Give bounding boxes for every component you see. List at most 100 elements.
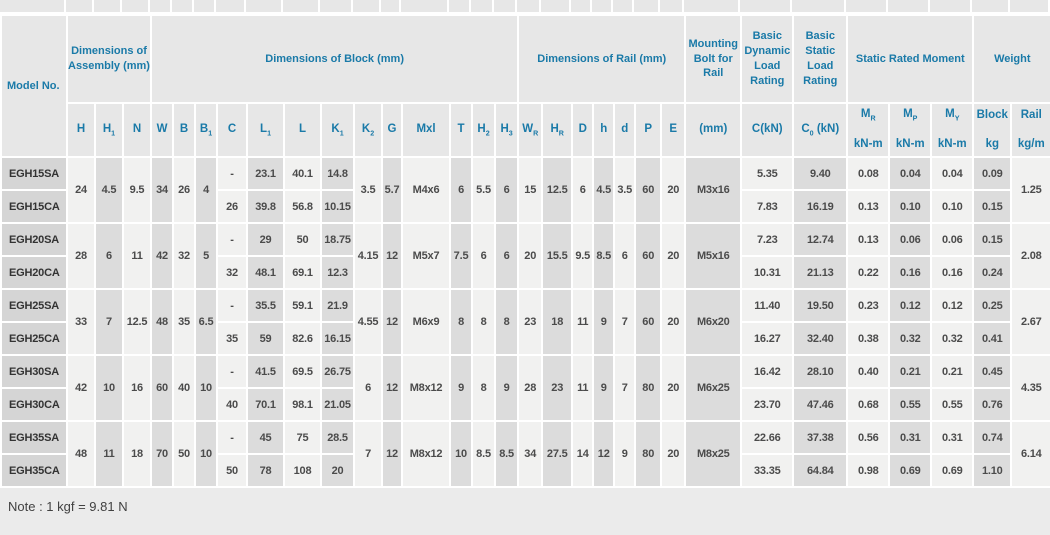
header-col-H3: H3 [494, 102, 520, 158]
cell-EGH25-T: 8 [449, 288, 474, 356]
cell-EGH20SA-MP: 0.06 [888, 222, 933, 257]
cell-EGH25CA-L1: 59 [246, 321, 286, 356]
cell-EGH20-K2: 4.15 [353, 222, 384, 290]
cell-EGH35CA-L1: 78 [246, 453, 286, 488]
cell-EGH35-H1: 11 [94, 420, 124, 488]
cell-EGH20-T: 7.5 [449, 222, 474, 290]
header-col-MP: MP kN-m [888, 102, 933, 158]
cell-EGH25-G: 12 [381, 288, 404, 356]
footnote: Note : 1 kgf = 9.81 N [8, 499, 128, 514]
header-group-5: Basic Static Load Rating [792, 14, 849, 104]
cell-EGH20CA-K1: 12.3 [320, 255, 356, 290]
cell-EGH15-h: 4.5 [592, 156, 616, 224]
cell-EGH30SA-MR: 0.40 [846, 354, 891, 389]
header-col-B1: B1 [194, 102, 219, 158]
top-strip-segment [94, 0, 122, 12]
cell-EGH25-B1: 6.5 [194, 288, 219, 356]
header-col-d: d [613, 102, 637, 158]
cell-EGH35-N: 18 [121, 420, 153, 488]
cell-EGH30CA-block: 0.76 [972, 387, 1013, 422]
header-col-P: P [634, 102, 663, 158]
cell-EGH30-bolt: M6x25 [684, 354, 743, 422]
cell-EGH25SA-C0kN: 19.50 [792, 288, 849, 323]
cell-EGH25SA-C: - [216, 288, 249, 323]
cell-EGH25-E: 20 [660, 288, 687, 356]
cell-EGH20SA-L1: 29 [246, 222, 286, 257]
cell-EGH20CA-MP: 0.16 [888, 255, 933, 290]
header-col-W: W [150, 102, 175, 158]
table-row-EGH35CA: EGH35CA 50 78 108 20 33.35 64.84 0.98 0.69 0.69 1.… [0, 453, 1050, 488]
cell-EGH20-d: 6 [613, 222, 637, 290]
header-col-H: H [66, 102, 96, 158]
cell-EGH35CA-block: 1.10 [972, 453, 1013, 488]
cell-EGH20SA-C0kN: 12.74 [792, 222, 849, 257]
cell-EGH25CA-CkN: 16.27 [740, 321, 795, 356]
cell-EGH25CA-model: EGH25CA [0, 321, 68, 356]
cell-EGH30SA-C0kN: 28.10 [792, 354, 849, 389]
cell-EGH25CA-K1: 16.15 [320, 321, 356, 356]
cell-EGH35-T: 10 [449, 420, 474, 488]
cell-EGH25-H: 33 [66, 288, 96, 356]
cell-EGH20SA-K1: 18.75 [320, 222, 356, 257]
cell-EGH35CA-L: 108 [283, 453, 323, 488]
cell-EGH35-d: 9 [613, 420, 637, 488]
top-strip-segment [634, 0, 660, 12]
table-row-EGH25CA: EGH25CA 35 59 82.6 16.15 16.27 32.40 0.38 0.32 0.… [0, 321, 1050, 356]
cell-EGH20SA-MR: 0.13 [846, 222, 891, 257]
cell-EGH15SA-CkN: 5.35 [740, 156, 795, 191]
cell-EGH30CA-L1: 70.1 [246, 387, 286, 422]
cell-EGH25-D: 11 [571, 288, 595, 356]
cell-EGH25SA-L: 59.1 [283, 288, 323, 323]
header-col-L1: L1 [246, 102, 286, 158]
header-group-1: Dimensions of Block (mm) [150, 14, 520, 104]
top-strip [0, 0, 1050, 14]
cell-EGH30SA-block: 0.45 [972, 354, 1013, 389]
cell-EGH25-H3: 8 [494, 288, 520, 356]
top-strip-segment [592, 0, 613, 12]
cell-EGH30-K2: 6 [353, 354, 384, 422]
cell-EGH30CA-CkN: 23.70 [740, 387, 795, 422]
header-col-bolt: (mm) [684, 102, 743, 158]
cell-EGH25CA-C: 35 [216, 321, 249, 356]
cell-EGH25-W: 48 [150, 288, 175, 356]
cell-EGH15-P: 60 [634, 156, 663, 224]
cell-EGH15SA-block: 0.09 [972, 156, 1013, 191]
top-strip-segment [401, 0, 449, 12]
header-col-Mxl: Mxl [401, 102, 452, 158]
cell-EGH25SA-block: 0.25 [972, 288, 1013, 323]
cell-EGH30-B: 40 [172, 354, 197, 422]
cell-EGH30-G: 12 [381, 354, 404, 422]
table-row-EGH30SA: EGH30SA 42 10 16 60 40 10-41.5 69.5 26.75 6 12 M8x1… [0, 354, 1050, 422]
cell-EGH20-N: 11 [121, 222, 153, 290]
cell-EGH15-H2: 5.5 [471, 156, 497, 224]
cell-EGH15-HR: 12.5 [541, 156, 574, 224]
top-strip-segment [320, 0, 353, 12]
cell-EGH15SA-L: 40.1 [283, 156, 323, 191]
cell-EGH25-d: 7 [613, 288, 637, 356]
header-col-D: D [571, 102, 595, 158]
cell-EGH30CA-K1: 21.05 [320, 387, 356, 422]
cell-EGH25SA-L1: 35.5 [246, 288, 286, 323]
top-strip-segment [1010, 0, 1050, 12]
cell-EGH35-WR: 34 [517, 420, 544, 488]
cell-EGH35SA-C: - [216, 420, 249, 455]
cell-EGH30-P: 80 [634, 354, 663, 422]
cell-EGH35SA-K1: 28.5 [320, 420, 356, 455]
cell-EGH20CA-L1: 48.1 [246, 255, 286, 290]
cell-EGH30-N: 16 [121, 354, 153, 422]
table-row-EGH35SA: EGH35SA 48 11 18 70 50 10-45 75 28.5 7 12 M8x12 10 8.… [0, 420, 1050, 488]
cell-EGH20CA-MY: 0.16 [930, 255, 975, 290]
cell-EGH15-B1: 4 [194, 156, 219, 224]
cell-EGH35CA-model: EGH35CA [0, 453, 68, 488]
cell-EGH25-H2: 8 [471, 288, 497, 356]
cell-EGH35CA-MP: 0.69 [888, 453, 933, 488]
cell-EGH35-E: 20 [660, 420, 687, 488]
cell-EGH20-B1: 5 [194, 222, 219, 290]
cell-EGH15CA-L: 56.8 [283, 189, 323, 224]
cell-EGH20SA-L: 50 [283, 222, 323, 257]
top-strip-segment [660, 0, 684, 12]
cell-EGH20-W: 42 [150, 222, 175, 290]
header-col-G: G [381, 102, 404, 158]
cell-EGH35SA-MP: 0.31 [888, 420, 933, 455]
header-col-K2: K2 [353, 102, 384, 158]
